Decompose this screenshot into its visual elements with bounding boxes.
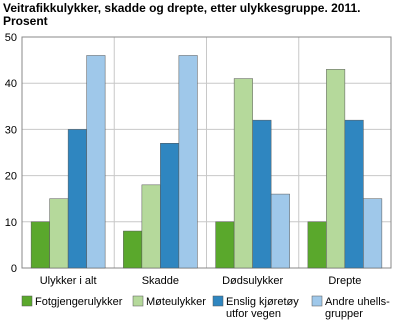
legend-swatch bbox=[311, 295, 323, 307]
x-tick-label: Skadde bbox=[142, 275, 179, 287]
bar bbox=[178, 55, 198, 269]
bar bbox=[123, 230, 143, 269]
bar bbox=[270, 193, 290, 269]
legend-label: Andre uhells-grupper bbox=[325, 296, 390, 320]
bar bbox=[363, 198, 383, 269]
plot-frame bbox=[21, 36, 392, 269]
x-tick-label: Drepte bbox=[328, 275, 361, 287]
bar bbox=[30, 221, 50, 269]
y-tick-label: 40 bbox=[5, 78, 17, 90]
bar bbox=[86, 55, 106, 269]
x-tick-label: Ulykker i alt bbox=[40, 275, 97, 287]
bar bbox=[215, 221, 235, 269]
bar bbox=[141, 184, 161, 269]
legend-label: Enslig kjøretøy utfor vegen bbox=[226, 296, 299, 320]
bar bbox=[233, 78, 253, 269]
bar bbox=[307, 221, 327, 269]
y-tick-label: 10 bbox=[5, 217, 17, 229]
legend-swatch bbox=[212, 295, 224, 307]
y-tick-label: 30 bbox=[5, 124, 17, 136]
y-tick-label: 20 bbox=[5, 171, 17, 183]
legend-swatch bbox=[21, 295, 33, 307]
legend-swatch bbox=[132, 295, 144, 307]
bar bbox=[326, 69, 346, 269]
bar bbox=[67, 129, 87, 269]
bar bbox=[160, 143, 180, 269]
legend-label: Fotgjengerulykker bbox=[35, 296, 123, 308]
bar bbox=[49, 198, 69, 269]
y-tick-label: 0 bbox=[11, 263, 17, 275]
y-tick-label: 50 bbox=[5, 32, 17, 44]
legend-label: Møteulykker bbox=[146, 296, 206, 308]
bar bbox=[252, 119, 272, 269]
chart-title: Veitrafikkulykker, skadde og drepte, ett… bbox=[3, 1, 361, 28]
bar bbox=[344, 119, 364, 269]
x-tick-label: Dødsulykker bbox=[222, 275, 283, 287]
